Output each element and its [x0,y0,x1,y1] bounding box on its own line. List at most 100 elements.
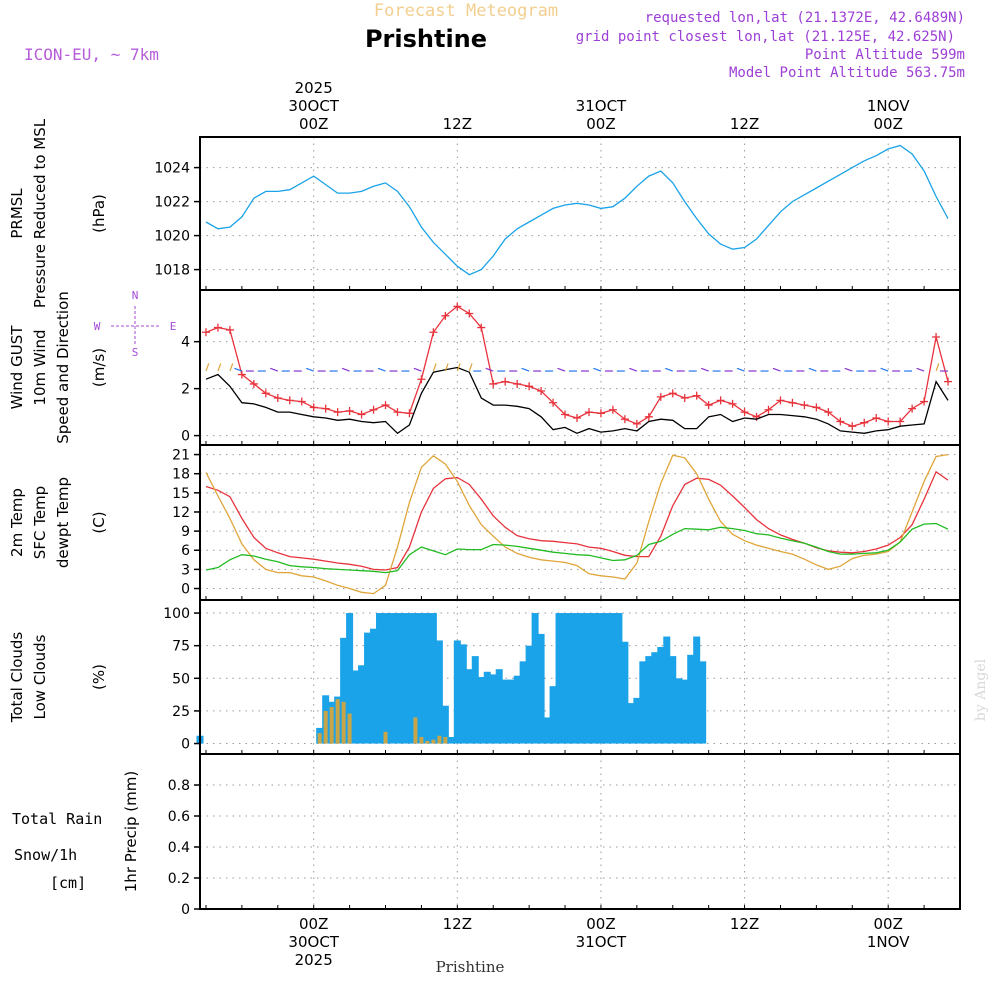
compass-south: S [132,346,139,359]
wind-direction-arrow [217,363,222,372]
gust-marker [549,398,558,407]
panel-unit: (%) [90,664,108,690]
panel-unit: 1hr Precip (mm) [122,771,140,892]
gust-marker [537,386,546,395]
y-tick-label: 0 [181,582,190,598]
gust-marker [381,401,390,410]
total-cloud-bar [507,679,515,744]
time-label-top: 00Z [586,115,615,133]
panel-label: 2m Temp [8,488,26,557]
low-cloud-bar [443,737,448,744]
gust-marker [608,405,617,414]
gust-marker [213,323,222,332]
total-cloud-bar [651,652,659,744]
total-cloud-bar [423,613,431,744]
gust-marker [501,377,510,386]
y-tick-label: 1022 [154,195,190,211]
total-cloud-bar [411,613,419,744]
gust-marker [932,332,941,341]
grid-point-coords: grid point closest lon,lat (21.125E, 42.… [576,29,955,45]
panel-label: [cm] [50,874,86,892]
gust-marker [764,405,773,414]
gust-marker [201,328,210,337]
gust-marker [644,412,653,421]
footer-location: Prishtine [436,958,505,976]
frame-layer [194,136,961,910]
wind-direction-arrow [665,367,673,372]
y-tick-label: 0 [181,429,190,445]
gust-marker [884,417,893,426]
total-cloud-bar [561,613,569,744]
location-title: Prishtine [365,25,487,53]
panel-label: Snow/1h [14,846,77,864]
total-cloud-bar [358,665,366,744]
panel-frame-wind [199,289,961,446]
y-tick-label: 0.6 [168,809,190,825]
total-cloud-bar [633,697,641,744]
total-cloud-bar [627,703,635,744]
total-cloud-bar [405,613,413,744]
y-tick-label: 18 [172,467,190,483]
gust-marker [453,302,462,311]
total-cloud-bar [340,637,348,744]
time-label-top: 12Z [443,115,472,133]
total-cloud-bar [693,636,701,744]
total-cloud-bar [399,613,407,744]
time-label-top: 31OCT [576,97,627,115]
total-cloud-bar [681,679,689,744]
wind-direction-arrow [305,367,314,372]
model-label: ICON-EU, ~ 7km [24,45,159,64]
total-cloud-bar [453,640,461,744]
time-label-top: 00Z [874,115,903,133]
total-cloud-bar [537,633,545,744]
gust-marker [704,401,713,410]
y-tick-label: 3 [181,562,190,578]
data-layer [196,144,953,744]
gust-marker [273,394,282,403]
total-cloud-bar [483,671,491,744]
compass-west: W [94,320,101,333]
time-label-bottom: 12Z [443,915,472,933]
y-tick-label: 1024 [154,161,190,177]
panel-label: Wind GUST [8,325,26,410]
time-label-top: 00Z [299,115,328,133]
time-label-bottom: 31OCT [576,933,627,951]
product-title: Forecast Meteogram [374,1,558,21]
y-tick-label: 75 [172,639,190,655]
total-cloud-bar [495,669,503,744]
gust-marker [740,408,749,417]
gust-marker [573,413,582,422]
wind-direction-arrow [880,367,889,372]
gust-marker [716,396,725,405]
low-cloud-bar [425,740,430,744]
total-cloud-bar [387,613,395,744]
total-cloud-bar [501,679,509,744]
total-cloud-bar [543,717,551,744]
dewpt-temp-line [205,522,949,574]
gust-marker [836,417,845,426]
total-cloud-bar [370,628,378,744]
requested-coords: requested lon,lat (21.1372E, 42.6489N) [645,10,965,26]
total-cloud-bar [699,661,707,744]
y-tick-label: 1020 [154,229,190,245]
wind-direction-arrow [205,363,210,372]
total-cloud-bar [573,613,581,744]
wind-direction-arrow [377,367,386,372]
total-cloud-bar [447,737,455,744]
wind-direction-arrow [557,367,566,372]
total-cloud-bar [393,613,401,744]
time-label-bottom: 2025 [295,951,333,969]
time-label-bottom: 1NOV [867,933,910,951]
total-cloud-bar [675,678,683,744]
total-cloud-bar [459,644,467,744]
gust-marker [513,379,522,388]
gust-marker [620,415,629,424]
y-tick-label: 0.2 [168,871,190,887]
wind-direction-arrow [772,367,781,372]
low-cloud-bar [335,699,340,744]
wind-direction-arrow [413,367,422,372]
wind-direction-arrow [229,363,234,372]
total-cloud-bar [465,669,473,744]
gust-marker [872,413,881,422]
y-tick-label: 4 [181,335,190,351]
